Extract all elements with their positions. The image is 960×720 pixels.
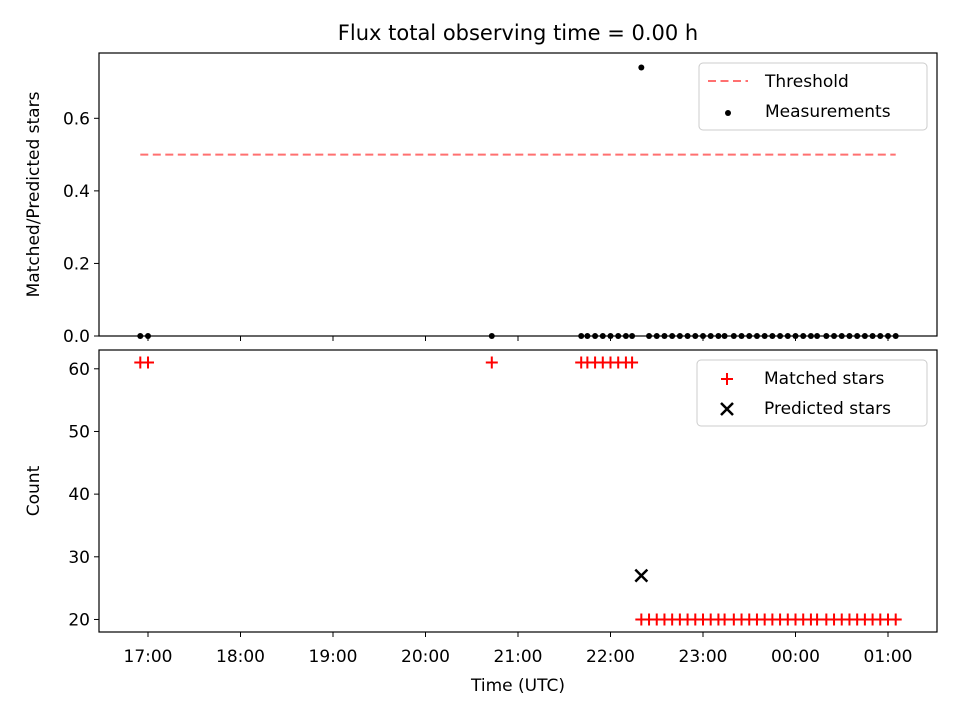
- y-tick-label: 0.6: [63, 109, 90, 129]
- y-tick-label: 0.0: [63, 327, 90, 347]
- matched-star-point: [626, 356, 639, 369]
- predicted-star-point: [634, 568, 649, 583]
- x-tick-label: 01:00: [864, 647, 913, 667]
- bottom-axes-frame: [98, 349, 938, 633]
- y-tick-label: 20: [68, 610, 90, 630]
- legend-matched-swatch: [721, 373, 733, 385]
- x-tick-label: 19:00: [309, 647, 358, 667]
- chart-title: Flux total observing time = 0.00 h: [338, 21, 698, 45]
- x-tick-label: 18:00: [216, 647, 265, 667]
- legend-predicted-swatch: [720, 402, 734, 416]
- top-axes-frame: [98, 52, 938, 337]
- x-axis-label: Time (UTC): [470, 676, 565, 696]
- x-tick-label: 00:00: [771, 647, 820, 667]
- measurement-point: [638, 64, 645, 71]
- y-tick-label: 0.2: [63, 254, 90, 274]
- legend-predicted-label: Predicted stars: [764, 399, 891, 419]
- matched-star-point: [485, 356, 498, 369]
- legend-box: [698, 62, 928, 131]
- y-tick-label: 60: [68, 360, 90, 380]
- x-tick-label: 17:00: [124, 647, 173, 667]
- matched-star-point: [889, 613, 902, 626]
- x-tick-label: 23:00: [679, 647, 728, 667]
- x-tick-label: 21:00: [494, 647, 543, 667]
- y-axis-label: Matched/Predicted stars: [24, 91, 44, 297]
- y-tick-label: 50: [68, 422, 90, 442]
- y-axis-label: Count: [24, 465, 44, 516]
- legend-matched-label: Matched stars: [764, 369, 884, 389]
- x-tick-label: 22:00: [586, 647, 635, 667]
- legend-threshold-label: Threshold: [764, 72, 849, 92]
- y-tick-label: 0.4: [63, 182, 90, 202]
- y-tick-label: 40: [68, 485, 90, 505]
- matched-star-point: [142, 356, 154, 369]
- y-tick-label: 30: [68, 548, 90, 568]
- legend-measurements-label: Measurements: [765, 102, 891, 122]
- x-tick-label: 20:00: [401, 647, 450, 667]
- legend-box: [696, 359, 928, 427]
- legend-measurements-swatch: [725, 110, 731, 116]
